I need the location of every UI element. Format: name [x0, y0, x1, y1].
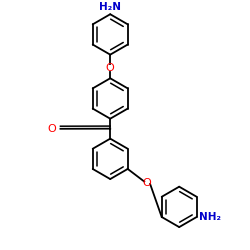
Text: O: O	[143, 178, 152, 188]
Text: O: O	[47, 124, 56, 134]
Text: NH₂: NH₂	[199, 212, 221, 222]
Text: O: O	[106, 64, 114, 74]
Text: H₂N: H₂N	[99, 2, 121, 12]
